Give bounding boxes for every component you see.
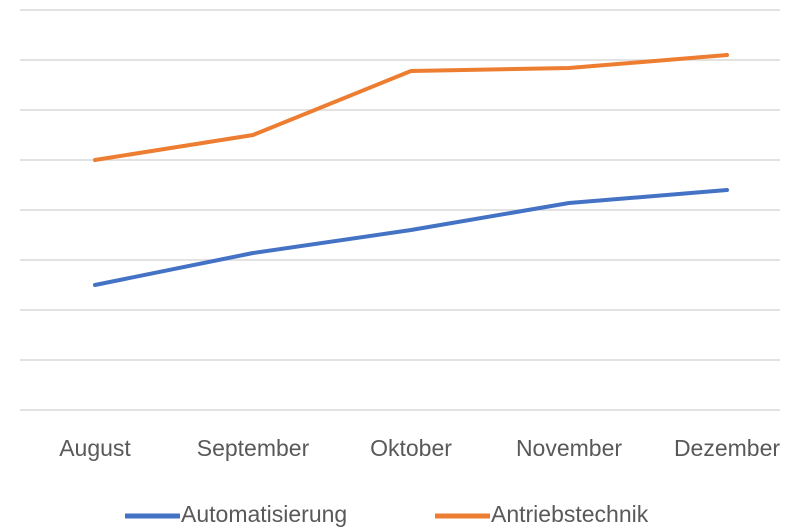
series-line [93, 53, 729, 162]
x-tick-label: August [59, 435, 131, 461]
series-line [93, 188, 729, 287]
legend-label: Automatisierung [181, 501, 347, 527]
x-tick-label: Dezember [674, 435, 780, 461]
legend-label: Antriebstechnik [491, 501, 649, 527]
x-tick-label: November [516, 435, 622, 461]
x-tick-label: September [197, 435, 310, 461]
x-tick-label: Oktober [370, 435, 452, 461]
